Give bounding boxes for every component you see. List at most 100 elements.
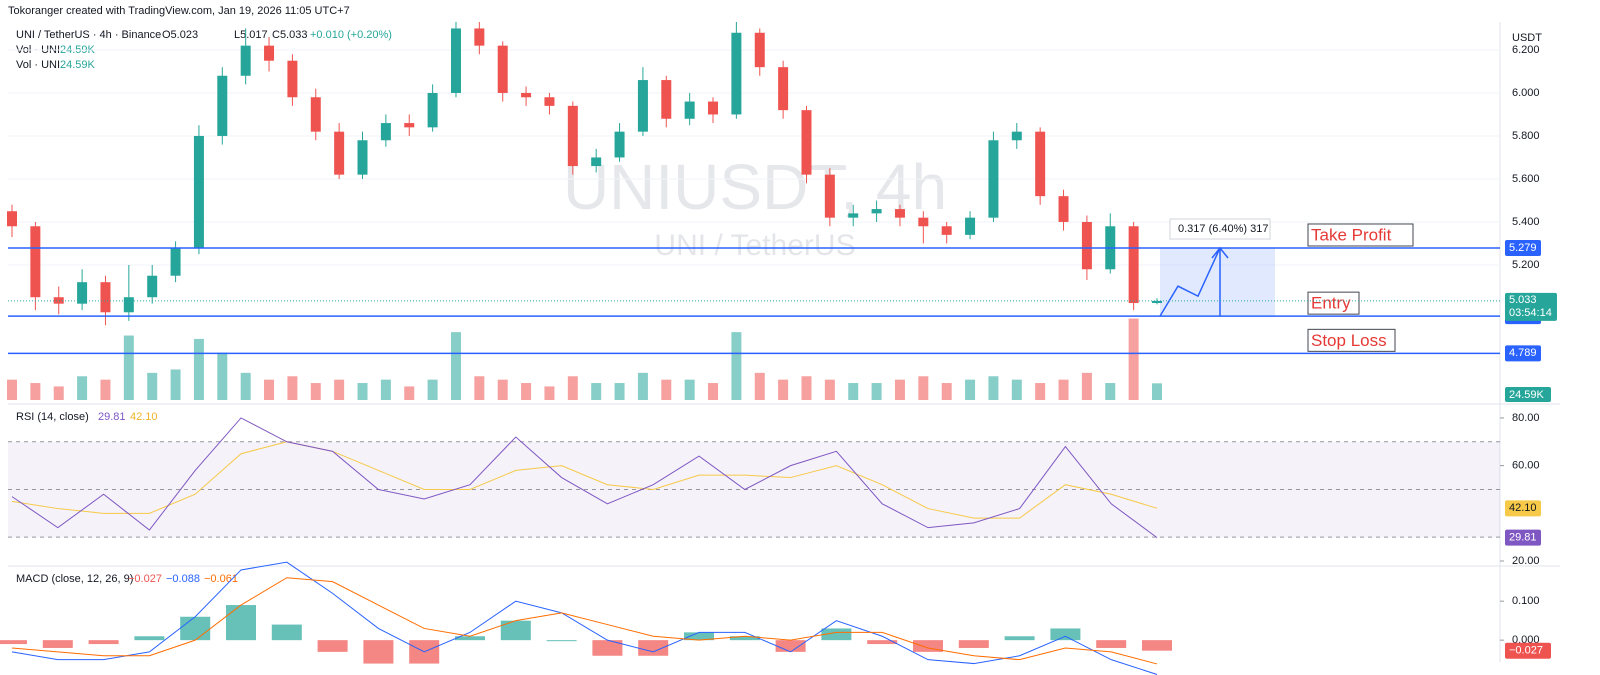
volume-bar	[1081, 372, 1092, 400]
candle-body	[684, 101, 695, 119]
volume-bar	[170, 369, 181, 400]
macd-hist-bar	[42, 640, 73, 648]
candle-body	[380, 123, 391, 141]
level-tag-label: 4.789	[1509, 347, 1537, 359]
candle-body	[778, 67, 789, 111]
ohlc-low: L5.017	[234, 29, 268, 41]
volume-bar	[1035, 383, 1046, 400]
candle-body	[240, 45, 251, 76]
y-tick-label: 5.200	[1512, 259, 1540, 271]
annotation-box	[1307, 328, 1396, 352]
volume-legend: Vol · UNI	[16, 59, 60, 71]
candle-body	[404, 123, 415, 128]
candle-body	[100, 282, 111, 313]
candle-body	[427, 92, 438, 128]
volume-bar	[77, 376, 88, 400]
rsi-legend-value: 29.81	[98, 411, 126, 423]
macd-hist-bar	[546, 640, 577, 642]
volume-bar	[450, 332, 461, 400]
volume-bar	[334, 379, 345, 400]
macd-tag	[1505, 642, 1551, 659]
volume-bar	[661, 379, 672, 400]
macd-hist-bar	[1142, 640, 1172, 651]
volume-bar	[941, 383, 952, 400]
volume-bar	[357, 383, 368, 400]
candle-body	[824, 174, 835, 218]
symbol: UNI / TetherUS · 4h · Binance	[16, 29, 161, 41]
macd-hist-bar	[821, 628, 852, 641]
macd-hist-bar	[1050, 628, 1081, 641]
volume-bar	[918, 376, 929, 400]
macd-hist-bar	[317, 640, 348, 652]
candle-body	[287, 60, 298, 98]
macd-hist-bar	[363, 640, 394, 664]
candle-body	[637, 80, 648, 132]
measure-box	[1169, 218, 1271, 240]
volume-bar	[1128, 318, 1139, 400]
measure-label: 0.317 (6.40%) 317	[1178, 223, 1269, 235]
price-tag-label: 5.033	[1509, 294, 1537, 306]
price-tag	[1505, 292, 1557, 321]
volume-bar	[193, 338, 204, 400]
level-annotation: Entry	[1307, 291, 1360, 315]
candle-body	[77, 282, 88, 304]
macd-hist-bar	[1004, 636, 1035, 641]
candle-body	[7, 211, 17, 227]
rsi-tag-label: 29.81	[1509, 532, 1537, 544]
volume-bar	[567, 376, 578, 400]
y-tick-label: 6.000	[1512, 87, 1540, 99]
rsi-ma-line	[11, 441, 1158, 519]
volume-bar	[264, 379, 275, 400]
rsi-tag	[1505, 529, 1541, 546]
volume-bar	[497, 379, 508, 400]
rsi-line	[11, 417, 1158, 539]
candle-body	[334, 131, 345, 175]
volume-bar	[801, 376, 812, 400]
candle-body	[661, 80, 672, 119]
watermark: UNIUSDT, 4h	[563, 151, 947, 223]
macd-signal-line	[11, 577, 1158, 665]
candle-body	[591, 157, 602, 167]
macd-hist-bar	[867, 640, 898, 645]
currency: USDT	[1512, 32, 1542, 44]
candle-body	[123, 297, 134, 313]
volume-tag	[1505, 387, 1551, 402]
candle-body	[918, 217, 929, 227]
level-tag-label: 5.279	[1509, 242, 1537, 254]
macd-hist-bar	[592, 640, 623, 656]
candle-body	[310, 97, 321, 132]
candle-body	[357, 140, 368, 175]
macd-hist-legend: −0.027	[128, 573, 162, 585]
macd-hist-bar	[729, 636, 760, 641]
volume-bar	[988, 376, 999, 400]
volume-bar	[53, 386, 64, 400]
countdown: 03:54:14	[1509, 307, 1552, 319]
macd-hist-bar	[775, 640, 806, 652]
candle-body	[217, 75, 228, 136]
candle-body	[988, 140, 999, 218]
candle-body	[941, 226, 952, 235]
level-tag	[1505, 345, 1541, 362]
volume-bar	[965, 379, 976, 400]
candle-body	[1011, 131, 1022, 141]
macd-hist-bar	[500, 620, 531, 641]
volume-bar	[778, 379, 789, 400]
volume-bar	[240, 372, 251, 400]
macd-legend: MACD (close, 12, 26, 9)	[16, 573, 133, 585]
candle-body	[871, 209, 882, 214]
candle-body	[1081, 221, 1092, 270]
volume-bar	[7, 379, 17, 400]
volume-legend-value: 24.59K	[60, 59, 96, 71]
rsi-ma-legend-value: 42.10	[130, 411, 158, 423]
level-annotation: Stop Loss	[1307, 328, 1396, 352]
candle-body	[1058, 196, 1069, 222]
volume-bar	[1105, 383, 1116, 400]
volume-bar	[287, 376, 298, 400]
candle-body	[193, 135, 204, 248]
macd-hist-bar	[638, 640, 669, 656]
volume-bar	[474, 376, 485, 400]
candle-body	[965, 217, 976, 235]
candle-body	[1035, 131, 1046, 197]
candle-body	[544, 97, 555, 106]
